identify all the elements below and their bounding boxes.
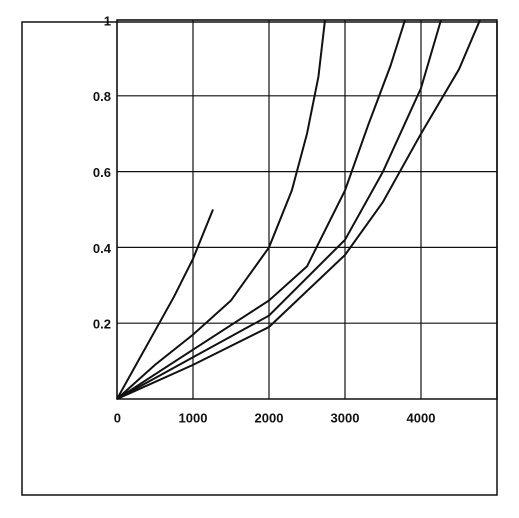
plot-frame (116, 19, 498, 400)
y-tick-label: 0.6 (93, 165, 111, 180)
x-tick-label: 0 (114, 410, 121, 425)
y-tick-label: 1 (104, 13, 111, 28)
y-tick-label: 0.2 (93, 317, 111, 332)
y-tick-label: 0.4 (93, 241, 112, 256)
curve (116, 19, 481, 400)
curve (116, 209, 214, 400)
x-tick-label: 4000 (407, 410, 436, 425)
x-tick-label: 1000 (179, 410, 208, 425)
curve (116, 19, 326, 400)
curve (116, 19, 442, 400)
x-tick-label: 3000 (331, 410, 360, 425)
x-tick-label: 2000 (255, 410, 284, 425)
curve (116, 19, 406, 400)
y-tick-label: 0.8 (93, 89, 111, 104)
